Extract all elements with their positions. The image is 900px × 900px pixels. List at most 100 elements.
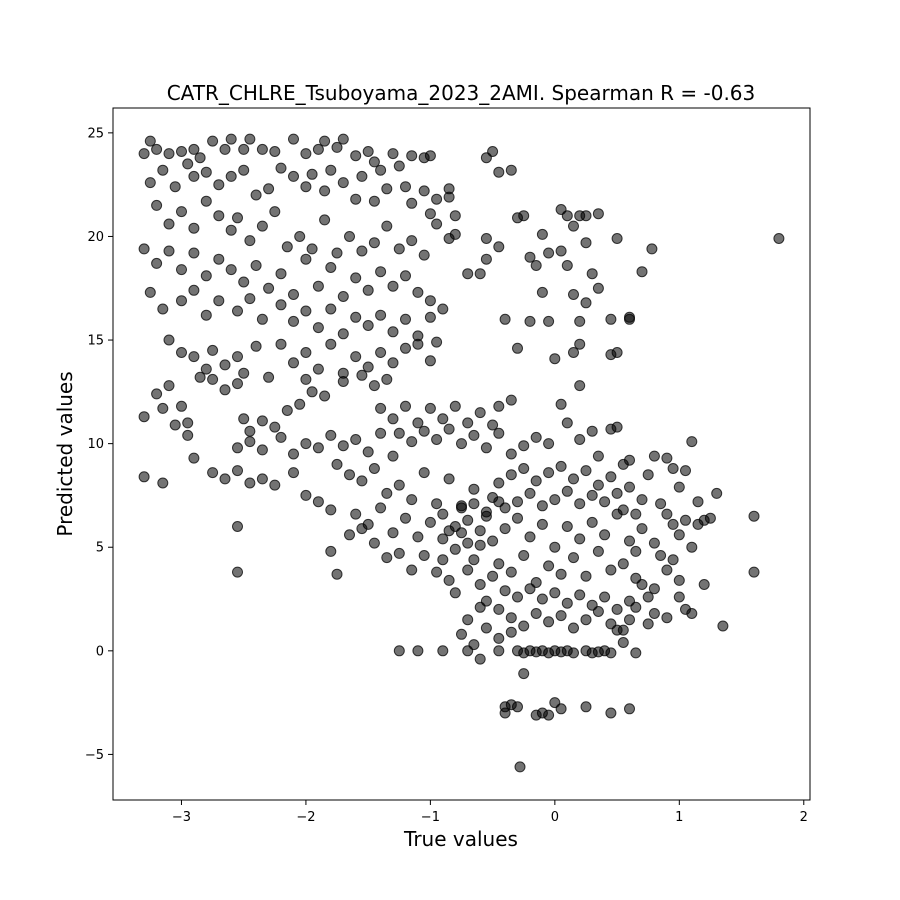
data-point xyxy=(375,502,387,514)
data-point xyxy=(574,589,586,601)
data-point xyxy=(151,199,163,211)
data-point xyxy=(431,498,443,510)
data-point xyxy=(350,351,362,363)
data-point xyxy=(194,152,206,164)
data-point xyxy=(487,419,499,431)
data-point xyxy=(418,467,430,479)
data-point xyxy=(325,164,337,176)
data-point xyxy=(624,614,635,626)
data-point xyxy=(213,295,225,307)
data-point xyxy=(568,220,579,232)
data-point xyxy=(462,268,474,280)
data-point xyxy=(431,434,443,445)
data-point xyxy=(536,228,548,240)
data-point xyxy=(263,282,275,294)
data-point xyxy=(530,260,542,271)
data-point xyxy=(375,266,387,278)
data-point xyxy=(636,494,648,506)
data-point xyxy=(549,541,561,553)
data-point xyxy=(138,411,150,423)
y-tick-label: 20 xyxy=(87,230,104,245)
data-point xyxy=(512,512,523,524)
data-point xyxy=(412,645,424,657)
data-point xyxy=(636,266,648,278)
data-point xyxy=(381,373,393,385)
data-point xyxy=(306,386,318,398)
data-point xyxy=(592,450,604,462)
data-point xyxy=(680,514,691,526)
data-point xyxy=(456,628,467,640)
data-point xyxy=(493,632,505,644)
data-point xyxy=(176,264,187,276)
data-point xyxy=(362,361,374,373)
data-point xyxy=(387,450,399,462)
data-point xyxy=(692,496,704,508)
data-point xyxy=(393,645,405,657)
data-point xyxy=(580,210,592,222)
data-point xyxy=(350,508,362,520)
data-point xyxy=(586,516,598,528)
data-point xyxy=(443,423,455,435)
data-point xyxy=(642,591,654,603)
data-point xyxy=(424,355,436,367)
data-point xyxy=(480,506,492,518)
x-tick-label: 2 xyxy=(800,810,808,825)
data-point xyxy=(325,429,337,441)
data-point xyxy=(176,347,187,358)
data-point xyxy=(157,303,169,315)
data-point xyxy=(518,210,530,222)
data-point xyxy=(157,164,169,176)
data-point xyxy=(530,431,542,443)
data-point xyxy=(514,761,526,773)
data-point xyxy=(512,342,523,354)
data-point xyxy=(574,380,586,392)
data-point xyxy=(518,668,530,680)
data-point xyxy=(717,620,729,632)
data-point xyxy=(592,208,604,220)
data-point xyxy=(605,471,617,483)
data-point xyxy=(574,338,586,350)
data-point xyxy=(275,431,287,443)
data-point xyxy=(337,291,349,302)
data-point xyxy=(611,233,623,244)
data-point xyxy=(568,622,579,634)
data-point xyxy=(592,545,604,557)
data-point xyxy=(319,185,331,197)
data-point xyxy=(244,293,256,305)
data-point xyxy=(630,545,642,557)
data-point xyxy=(188,452,200,464)
data-point xyxy=(611,603,623,615)
data-point xyxy=(269,479,281,491)
data-point xyxy=(275,299,287,311)
data-point xyxy=(288,170,299,182)
data-point xyxy=(437,533,449,545)
data-point xyxy=(406,564,418,576)
data-point xyxy=(182,417,194,429)
data-point xyxy=(424,311,436,323)
data-point xyxy=(648,583,660,595)
data-point xyxy=(194,371,206,383)
data-point xyxy=(474,601,486,613)
data-point xyxy=(337,440,349,452)
data-point xyxy=(480,622,492,634)
x-tick-label: −3 xyxy=(172,810,191,825)
data-point xyxy=(673,591,685,603)
data-point xyxy=(574,434,586,445)
data-point xyxy=(288,133,299,145)
y-axis-ticks: −5 0 5 10 15 20 25 xyxy=(85,126,113,763)
data-point xyxy=(493,603,505,615)
data-point xyxy=(368,156,380,168)
data-point xyxy=(319,390,331,402)
data-point xyxy=(524,251,536,263)
data-point xyxy=(219,359,231,371)
data-point xyxy=(624,703,635,715)
data-point xyxy=(412,286,424,298)
data-point xyxy=(592,606,604,617)
data-point xyxy=(375,402,387,414)
data-point xyxy=(232,465,243,477)
data-point xyxy=(294,398,306,410)
data-point xyxy=(667,518,679,530)
data-point xyxy=(238,413,250,425)
data-point xyxy=(474,653,486,665)
